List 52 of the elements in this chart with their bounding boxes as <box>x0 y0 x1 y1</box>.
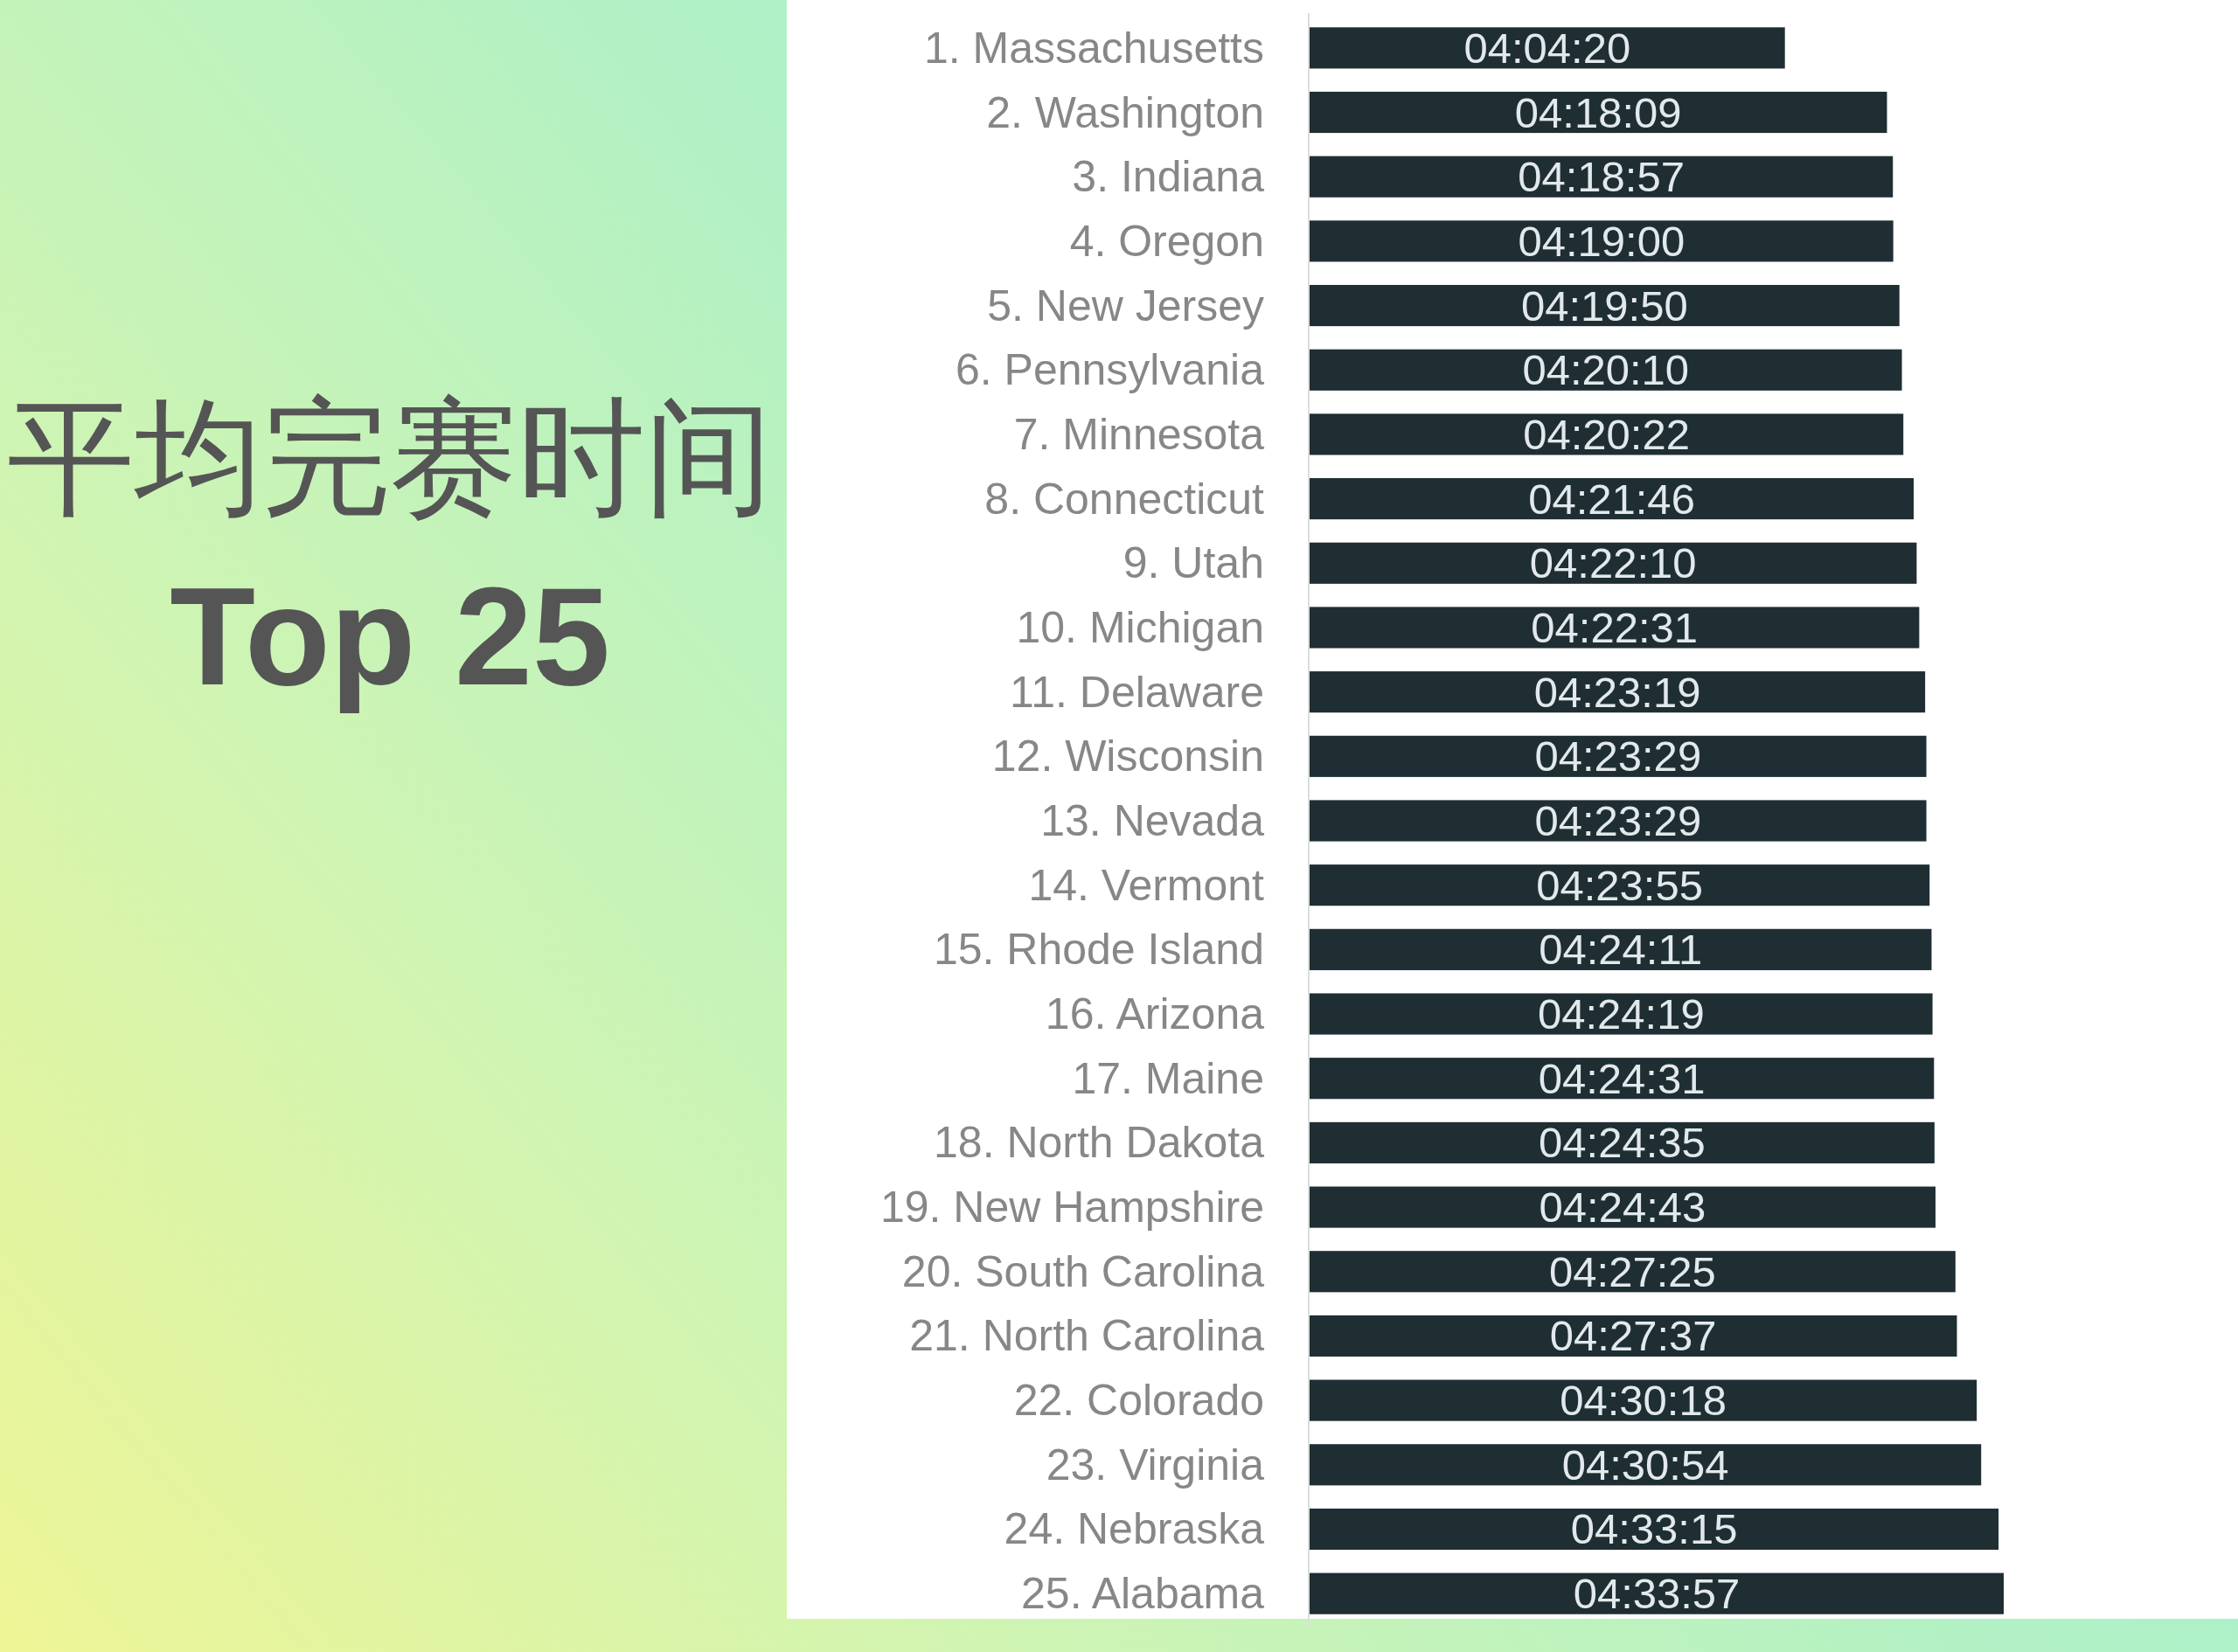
data-label: 04:19:00 <box>1518 217 1685 265</box>
data-label: 04:24:35 <box>1539 1119 1706 1167</box>
data-label: 04:18:57 <box>1518 153 1685 201</box>
data-label: 04:24:31 <box>1538 1054 1706 1102</box>
y-tick-label: 8. Connecticut <box>984 474 1265 524</box>
data-label: 04:22:10 <box>1529 539 1697 587</box>
y-tick-label: 14. Vermont <box>1028 860 1265 910</box>
y-tick-label: 17. Maine <box>1072 1053 1264 1103</box>
text: 平均完赛时间 <box>7 386 773 529</box>
data-label: 04:30:18 <box>1560 1377 1727 1425</box>
y-tick-label: 19. New Hampshire <box>879 1183 1264 1232</box>
y-tick-label: 18. North Dakota <box>934 1118 1265 1168</box>
y-tick-label: 4. Oregon <box>1069 216 1264 266</box>
y-tick-label: 13. Nevada <box>1040 796 1265 845</box>
data-label: 04:23:55 <box>1536 861 1703 909</box>
y-tick-label: 9. Utah <box>1122 538 1264 588</box>
y-tick-label: 5. New Jersey <box>987 281 1264 330</box>
y-tick-label: 11. Delaware <box>1010 667 1264 717</box>
data-label: 04:23:19 <box>1533 668 1701 716</box>
data-label: 04:18:09 <box>1514 88 1682 136</box>
data-label: 04:27:37 <box>1549 1312 1717 1360</box>
y-tick-label: 12. Wisconsin <box>991 732 1264 781</box>
y-tick-label: 10. Michigan <box>1016 602 1264 652</box>
data-label: 04:22:31 <box>1531 603 1699 651</box>
y-tick-label: 25. Alabama <box>1021 1569 1265 1619</box>
y-tick-label: 16. Arizona <box>1045 989 1265 1039</box>
data-label: 04:21:46 <box>1528 475 1695 523</box>
data-label: 04:24:11 <box>1539 926 1703 974</box>
data-label: 04:19:50 <box>1520 281 1688 330</box>
y-tick-label: 1. Massachusetts <box>923 23 1264 73</box>
data-label: 04:30:54 <box>1561 1440 1729 1489</box>
y-tick-label: 7. Minnesota <box>1013 409 1265 459</box>
data-label: 04:33:15 <box>1570 1505 1738 1553</box>
text: Top 25 <box>170 558 610 714</box>
data-label: 04:04:20 <box>1463 24 1631 72</box>
y-tick-label: 2. Washington <box>986 87 1264 137</box>
data-label: 04:33:57 <box>1573 1570 1741 1618</box>
data-label: 04:24:43 <box>1539 1183 1706 1232</box>
data-label: 04:27:25 <box>1549 1247 1716 1295</box>
data-label: 04:20:10 <box>1522 346 1690 394</box>
y-tick-label: 3. Indiana <box>1072 152 1265 202</box>
data-label: 04:23:29 <box>1534 732 1702 781</box>
y-tick-label: 15. Rhode Island <box>933 925 1264 975</box>
y-tick-label: 21. North Carolina <box>909 1311 1265 1361</box>
y-tick-label: 20. South Carolina <box>901 1246 1265 1296</box>
data-label: 04:23:29 <box>1534 797 1702 844</box>
y-tick-label: 6. Pennsylvania <box>955 345 1265 395</box>
data-label: 04:20:22 <box>1523 410 1690 458</box>
data-label: 04:24:19 <box>1537 990 1705 1038</box>
y-tick-label: 22. Colorado <box>1013 1376 1264 1426</box>
y-tick-label: 24. Nebraska <box>1004 1504 1265 1554</box>
y-tick-label: 23. Virginia <box>1046 1440 1265 1489</box>
